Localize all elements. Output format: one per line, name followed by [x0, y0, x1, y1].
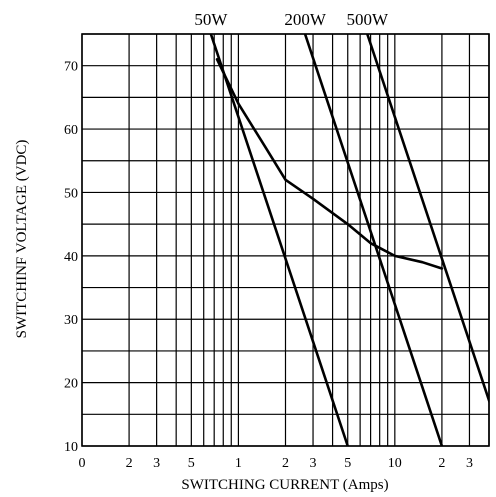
series-labels: 50W 200W 500W	[194, 10, 389, 29]
y-tick-label: 40	[64, 250, 78, 265]
x-tick-labels: 0 2 3 5 1 2 3 5 10 2 3	[79, 456, 474, 471]
curves	[209, 34, 489, 446]
x-tick-label: 5	[188, 456, 195, 471]
series-500w-line	[365, 34, 489, 405]
y-tick-label: 20	[64, 377, 78, 392]
series-200w-line	[303, 34, 444, 446]
y-tick-label: 60	[64, 123, 78, 138]
y-tick-labels: 10 20 30 40 50 60 70	[64, 60, 78, 455]
series-label-50w: 50W	[194, 10, 228, 29]
x-tick-label: 2	[282, 456, 289, 471]
x-tick-label: 2	[126, 456, 133, 471]
series-label-200w: 200W	[284, 10, 327, 29]
x-tick-label: 10	[388, 456, 402, 471]
x-axis-title: SWITCHING CURRENT (Amps)	[181, 477, 388, 493]
y-tick-label: 30	[64, 313, 78, 328]
x-tick-label: 3	[466, 456, 473, 471]
x-tick-label: 3	[310, 456, 317, 471]
series-50w-line	[209, 34, 350, 446]
x-tick-label: 1	[235, 456, 242, 471]
x-tick-label: 2	[438, 456, 445, 471]
series-label-500w: 500W	[347, 10, 390, 29]
grid	[81, 33, 490, 447]
y-tick-label: 10	[64, 440, 78, 455]
x-tick-label: 5	[344, 456, 351, 471]
x-tick-label: 3	[153, 456, 160, 471]
limit-curve-line	[215, 58, 444, 270]
plot-frame	[81, 33, 490, 447]
y-axis-title: SWITCHINF VOLTAGE (VDC)	[14, 140, 30, 339]
x-tick-label: 0	[79, 456, 86, 471]
y-tick-label: 50	[64, 186, 78, 201]
y-tick-label: 70	[64, 60, 78, 75]
